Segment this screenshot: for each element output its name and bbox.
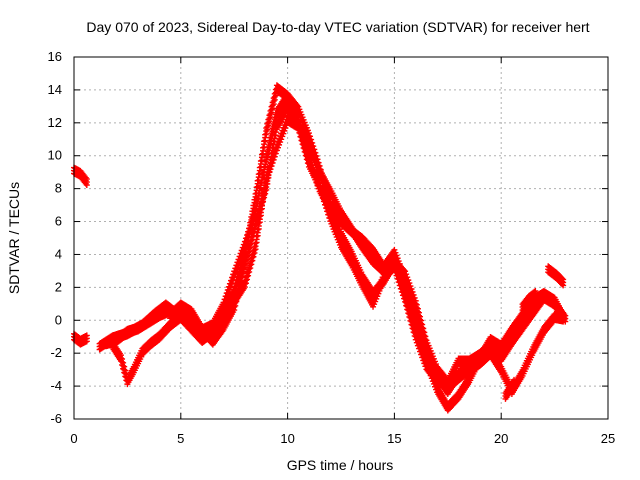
data-point-marker (305, 130, 312, 137)
data-point-marker (83, 176, 90, 183)
data-point-marker (83, 332, 90, 339)
series-track-2 (71, 330, 90, 348)
data-points-layer (71, 82, 569, 414)
chart-title: Day 070 of 2023, Sidereal Day-to-day VTE… (86, 19, 589, 35)
